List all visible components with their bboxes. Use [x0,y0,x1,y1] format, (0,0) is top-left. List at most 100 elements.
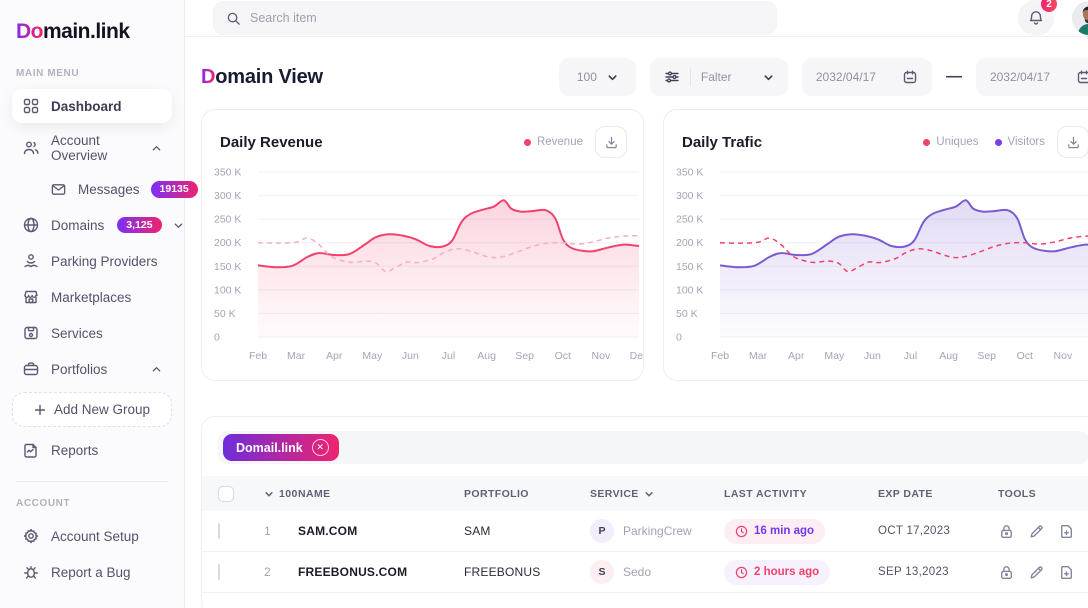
user-avatar[interactable] [1072,1,1088,35]
date-from-picker[interactable]: 2032/04/17 [801,58,932,96]
daily-trafic-chart-card: Daily Trafic Uniques Visitors 0 50 K 100 K 1… [663,109,1088,381]
svg-text:Aug: Aug [477,350,496,362]
legend-item: Revenue [523,136,583,148]
chevron-down-icon [763,72,774,83]
portfolio-name: SAM [464,524,491,538]
lock-button[interactable] [998,564,1015,581]
sidebar-item-dashboard[interactable]: Dashboard [12,89,172,123]
clock-icon [735,525,748,537]
chart-legend: Revenue [523,136,583,148]
sidebar-item-account-overview[interactable]: Account Overview [12,125,172,171]
date-to-picker[interactable]: 2032/04/17 [975,58,1088,96]
sidebar-item-domains[interactable]: Domains 3,125 [12,208,182,242]
bell-icon [1027,9,1045,27]
remove-chip-icon[interactable]: ✕ [311,439,329,456]
clock-icon [735,566,748,578]
sidebar-item-account-setup[interactable]: Account Setup [12,519,172,553]
svg-text:May: May [362,350,383,362]
svg-text:Jul: Jul [904,350,917,362]
per-page-select[interactable]: 100 [558,58,636,96]
brand-logo-rest: main.link [43,20,130,43]
file-plus-button[interactable] [1058,523,1075,540]
select-all-checkbox[interactable] [218,485,234,502]
sidebar-item-label: Report a Bug [51,564,131,580]
brand-logo[interactable]: Domain.link [0,14,184,58]
svg-text:Nov: Nov [592,350,611,362]
edit-button[interactable] [1028,564,1045,581]
users-icon [22,139,40,157]
line-chart: 0 50 K 100 K 150 K 200 K 250 K 300 K 350 K Feb Ma… [202,160,643,372]
search-input[interactable] [250,11,764,25]
svg-text:Apr: Apr [788,350,805,362]
row-tools [998,523,1088,540]
svg-text:Oct: Oct [1017,350,1033,362]
avatar-image [1072,1,1088,35]
svg-text:100 K: 100 K [676,284,703,296]
service-name: Sedo [623,565,652,579]
sidebar-item-report-a-bug[interactable]: Report a Bug [12,555,172,589]
daily-revenue-chart-card: Daily Revenue Revenue 0 50 K 100 K 150 K 200… [201,109,644,381]
column-header-last-activity[interactable]: LAST ACTIVITY [724,487,807,500]
service-name: ParkingCrew [623,524,692,538]
sidebar-item-label: Reports [51,442,99,458]
sidebar-item-label: Parking Providers [51,253,158,269]
date-from-value: 2032/04/17 [815,70,876,84]
sidebar-item-reports[interactable]: Reports [12,433,172,467]
svg-text:300 K: 300 K [676,190,703,202]
edit-button[interactable] [1028,523,1045,540]
chevron-down-icon [607,72,618,83]
sidebar-item-label: Account Overview [51,133,108,163]
column-header-portfolio[interactable]: PORTFOLIO [464,487,529,500]
sidebar: Domain.link MAIN MENU Dashboard Account … [0,0,198,608]
page-title: Domain View [201,65,323,88]
domains-table-card: Domail.link ✕ 100 NAME PORTFOLIO SERVICE [201,416,1088,608]
services-icon [22,324,40,342]
filter-dropdown[interactable]: Falter [649,58,788,96]
notifications-button[interactable]: 2 [1018,0,1057,36]
service-initial-badge: P [590,519,614,543]
svg-text:Mar: Mar [287,350,306,362]
file-plus-button[interactable] [1058,564,1075,581]
sidebar-item-services[interactable]: Services [12,316,172,350]
brand-logo-gradient: Do [16,20,44,43]
per-page-header-dropdown[interactable]: 100 [264,488,298,500]
account-section-label: ACCOUNT [16,498,71,509]
divider [689,68,691,86]
table-row[interactable]: 2 FREEBONUS.COM FREEBONUS S Sedo 2 hours… [202,552,1088,593]
sidebar-item-portfolios[interactable]: Portfolios [12,352,172,386]
svg-text:150 K: 150 K [214,261,241,273]
download-chart-button[interactable] [1057,126,1088,158]
sidebar-item-parking-providers[interactable]: Parking Providers [12,244,172,278]
gear-icon [22,527,40,545]
calendar-icon [1076,69,1088,85]
svg-text:100 K: 100 K [214,284,241,296]
add-new-group-button[interactable]: Add New Group [12,392,172,427]
table-row[interactable]: 1 SAM.COM SAM P ParkingCrew 16 min ago O… [202,511,1088,552]
sidebar-item-label: Marketplaces [51,289,132,305]
lock-button[interactable] [998,523,1015,540]
column-header-exp-date[interactable]: EXP DATE [878,487,933,500]
column-header-service[interactable]: SERVICE [590,488,724,500]
filter-chip-domail-link[interactable]: Domail.link ✕ [223,434,339,461]
legend-item: Visitors [994,136,1045,148]
sidebar-item-label: Dashboard [51,98,122,114]
sidebar-item-marketplaces[interactable]: Marketplaces [12,280,172,314]
sidebar-item-label: Messages [78,182,140,197]
filter-chip-label: Domail.link [236,440,303,455]
sidebar-item-messages[interactable]: Messages 19135 [40,173,198,206]
exp-date: SEP 13,2023 [878,566,949,578]
row-checkbox[interactable] [218,523,220,539]
sidebar-item-label: Portfolios [51,361,108,377]
download-chart-button[interactable] [595,126,627,158]
globe-icon [22,216,40,234]
last-activity-badge: 2 hours ago [724,559,831,585]
svg-text:Jun: Jun [402,350,419,362]
column-header-tools: TOOLS [998,487,1036,500]
search-bar[interactable] [213,1,777,35]
svg-text:0: 0 [214,332,220,344]
service-cell: P ParkingCrew [590,519,724,543]
sidebar-divider [16,481,168,482]
calendar-icon [902,69,918,85]
column-header-name[interactable]: NAME [298,487,331,500]
row-checkbox[interactable] [218,564,220,580]
